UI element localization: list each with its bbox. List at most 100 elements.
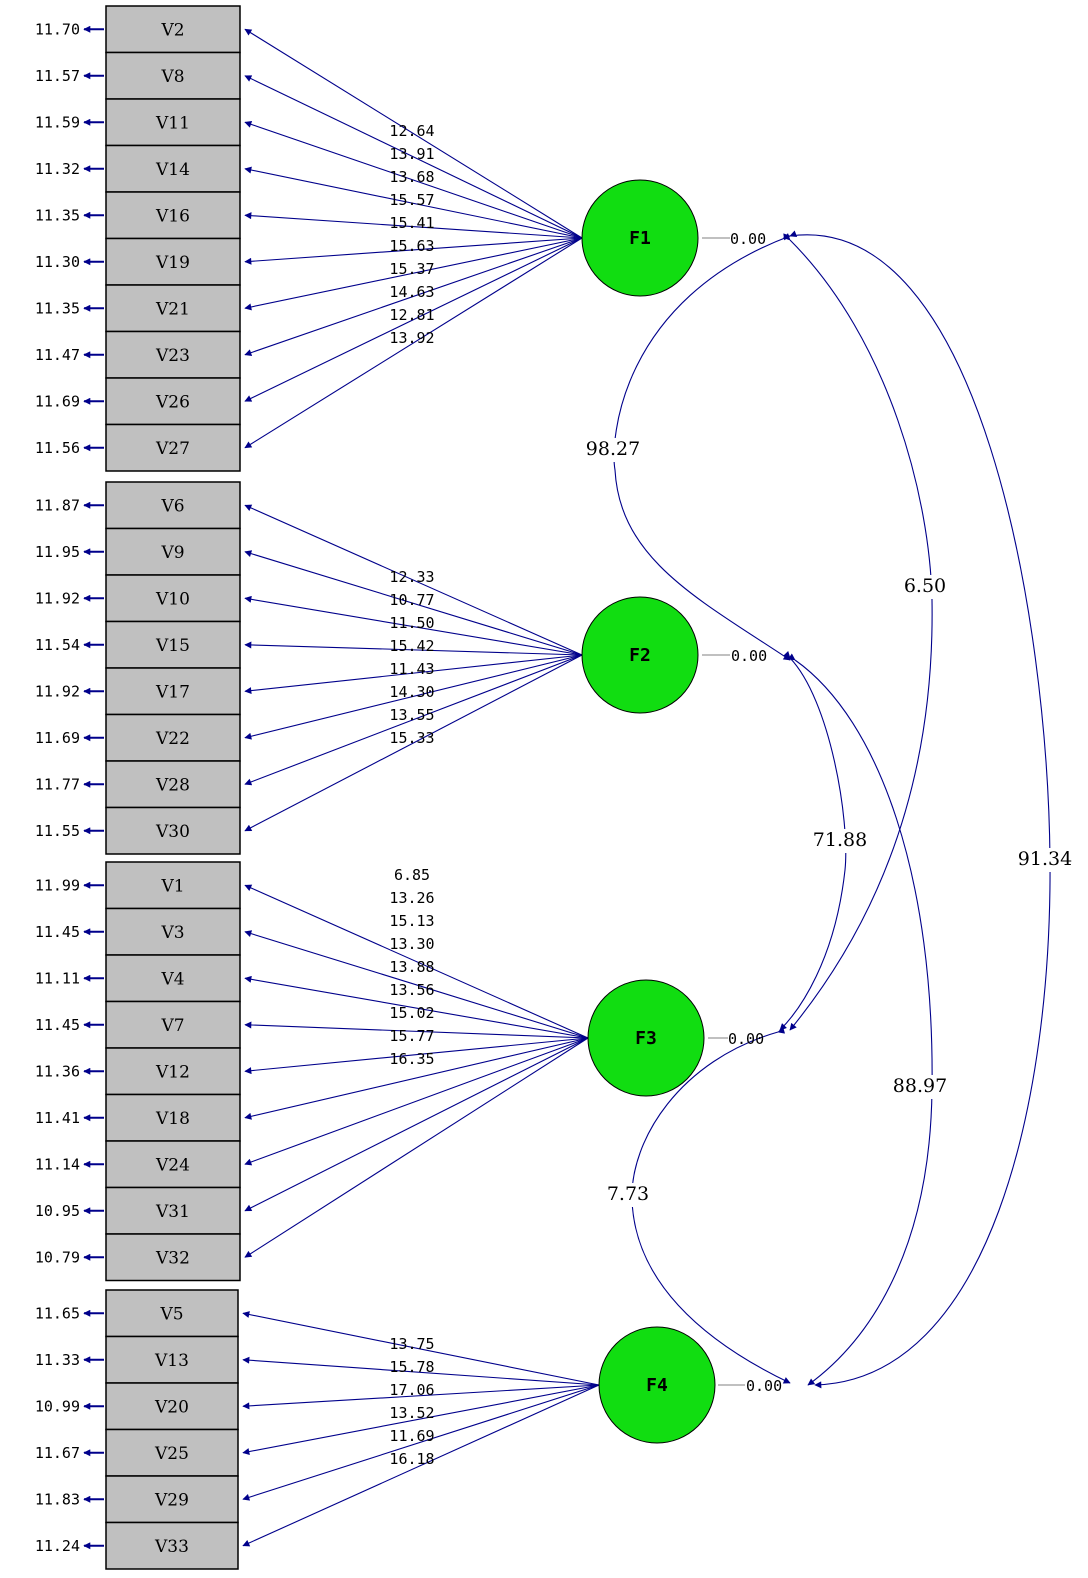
loading-path <box>244 641 583 656</box>
observed-variable-label: V4 <box>160 969 184 989</box>
error-variance-label: 11.35 <box>35 299 80 317</box>
loading-path <box>242 1384 600 1547</box>
loading-label: 13.26 <box>389 889 434 907</box>
error-variance-label: 11.41 <box>35 1109 80 1127</box>
error-variance-label: 11.35 <box>35 206 80 224</box>
covariance-curve <box>787 653 933 1386</box>
loading-path <box>244 654 583 740</box>
covariance-label: 71.88 <box>813 829 867 851</box>
error-variance-label: 10.79 <box>35 1248 80 1266</box>
observed-variable-label: V30 <box>155 822 190 842</box>
loading-label: 10.77 <box>389 591 434 609</box>
observed-variable-box <box>105 51 241 100</box>
observed-variable-label: V26 <box>155 392 190 412</box>
observed-variable-label: V16 <box>155 206 190 226</box>
observed-variable-label: V9 <box>160 543 184 563</box>
loading-path <box>244 930 589 1039</box>
latent-factor-circle <box>587 979 705 1097</box>
loading-label: 11.69 <box>389 1427 434 1445</box>
error-variance-label: 11.56 <box>35 439 80 457</box>
loading-label: 13.52 <box>389 1404 434 1422</box>
loading-label: 6.85 <box>394 866 430 884</box>
observed-variable-label: V31 <box>155 1202 190 1222</box>
factor-variance-label: 0.00 <box>728 1030 764 1048</box>
loading-path <box>242 1356 600 1386</box>
observed-variable-label: V32 <box>155 1248 190 1268</box>
observed-variable-box <box>105 1382 239 1431</box>
observed-variable-label: V12 <box>155 1062 190 1082</box>
loading-label: 13.68 <box>389 168 434 186</box>
observed-variable-box <box>105 954 241 1003</box>
observed-variable-label: V10 <box>155 589 190 609</box>
covariance-label-background <box>583 438 643 462</box>
observed-variable-box <box>105 330 241 379</box>
loading-label: 16.18 <box>389 1450 434 1468</box>
observed-variables-layer: V2 V8 V11 V14 V16 V19 V21 V23 V26 V27 V6 V9 V10 V15 V1… <box>105 5 241 1570</box>
error-variance-label: 11.33 <box>35 1351 80 1369</box>
observed-variable-label: V8 <box>160 67 184 87</box>
error-variance-label: 11.24 <box>35 1537 80 1555</box>
observed-variable-box <box>105 1093 241 1142</box>
loading-label: 13.88 <box>389 958 434 976</box>
loading-label: 15.77 <box>389 1027 434 1045</box>
observed-variable-box <box>105 760 241 809</box>
loading-path <box>244 654 583 832</box>
loading-path <box>244 237 583 402</box>
loading-path <box>244 237 583 356</box>
observed-variable-box <box>105 861 241 910</box>
observed-variable-label: V7 <box>160 1016 184 1036</box>
observed-variable-label: V18 <box>155 1109 190 1129</box>
loading-path <box>244 550 583 656</box>
factor-variance-label: 0.00 <box>746 1377 782 1395</box>
loading-label: 12.64 <box>389 122 434 140</box>
observed-variable-box <box>105 237 241 286</box>
loading-label: 13.75 <box>389 1335 434 1353</box>
covariance-label-background <box>895 575 955 599</box>
observed-variable-box <box>105 98 241 147</box>
labels-layer: 11.70 12.64 11.57 13.91 11.59 13.68 11.32 15.57… <box>35 20 1075 1555</box>
observed-variable-label: V23 <box>155 346 190 366</box>
error-variance-label: 11.83 <box>35 1490 80 1508</box>
observed-variable-label: V5 <box>159 1304 183 1324</box>
loading-path <box>244 975 589 1039</box>
error-variance-label: 11.55 <box>35 822 80 840</box>
observed-variable-label: V2 <box>160 20 184 40</box>
loading-label: 15.63 <box>389 237 434 255</box>
error-variance-label: 11.92 <box>35 682 80 700</box>
loading-path <box>244 1037 589 1258</box>
error-variance-label: 11.57 <box>35 67 80 85</box>
observed-variable-label: V27 <box>155 439 190 459</box>
loading-path <box>244 237 583 311</box>
covariance-label: 7.73 <box>607 1183 649 1205</box>
loading-path <box>244 237 583 265</box>
error-variance-label: 11.45 <box>35 923 80 941</box>
covariance-label: 6.50 <box>904 575 946 597</box>
observed-variable-box <box>105 481 241 530</box>
covariance-layer <box>613 230 1051 1389</box>
observed-variable-box <box>105 423 241 472</box>
observed-variable-box <box>105 144 241 193</box>
observed-variable-label: V11 <box>155 113 190 133</box>
loading-label: 15.13 <box>389 912 434 930</box>
observed-variable-box <box>105 1140 241 1189</box>
covariance-label-background <box>1015 848 1075 872</box>
loading-label: 15.02 <box>389 1004 434 1022</box>
covariance-curve <box>783 233 1051 1389</box>
observed-variable-label: V15 <box>155 636 190 656</box>
error-variance-label: 11.36 <box>35 1062 80 1080</box>
observed-variable-box <box>105 1475 239 1524</box>
error-variance-label: 11.14 <box>35 1155 80 1173</box>
covariance-label: 91.34 <box>1018 848 1072 870</box>
error-variance-label: 10.99 <box>35 1397 80 1415</box>
loading-label: 11.43 <box>389 660 434 678</box>
error-variance-label: 11.11 <box>35 969 80 987</box>
loading-path <box>242 1384 600 1456</box>
observed-variable-label: V19 <box>155 253 190 273</box>
loading-label: 16.35 <box>389 1050 434 1068</box>
loading-path <box>242 1384 600 1501</box>
observed-variable-label: V13 <box>154 1351 189 1371</box>
loading-path <box>242 1384 600 1410</box>
observed-variable-box <box>105 191 241 240</box>
loading-path <box>244 595 583 656</box>
